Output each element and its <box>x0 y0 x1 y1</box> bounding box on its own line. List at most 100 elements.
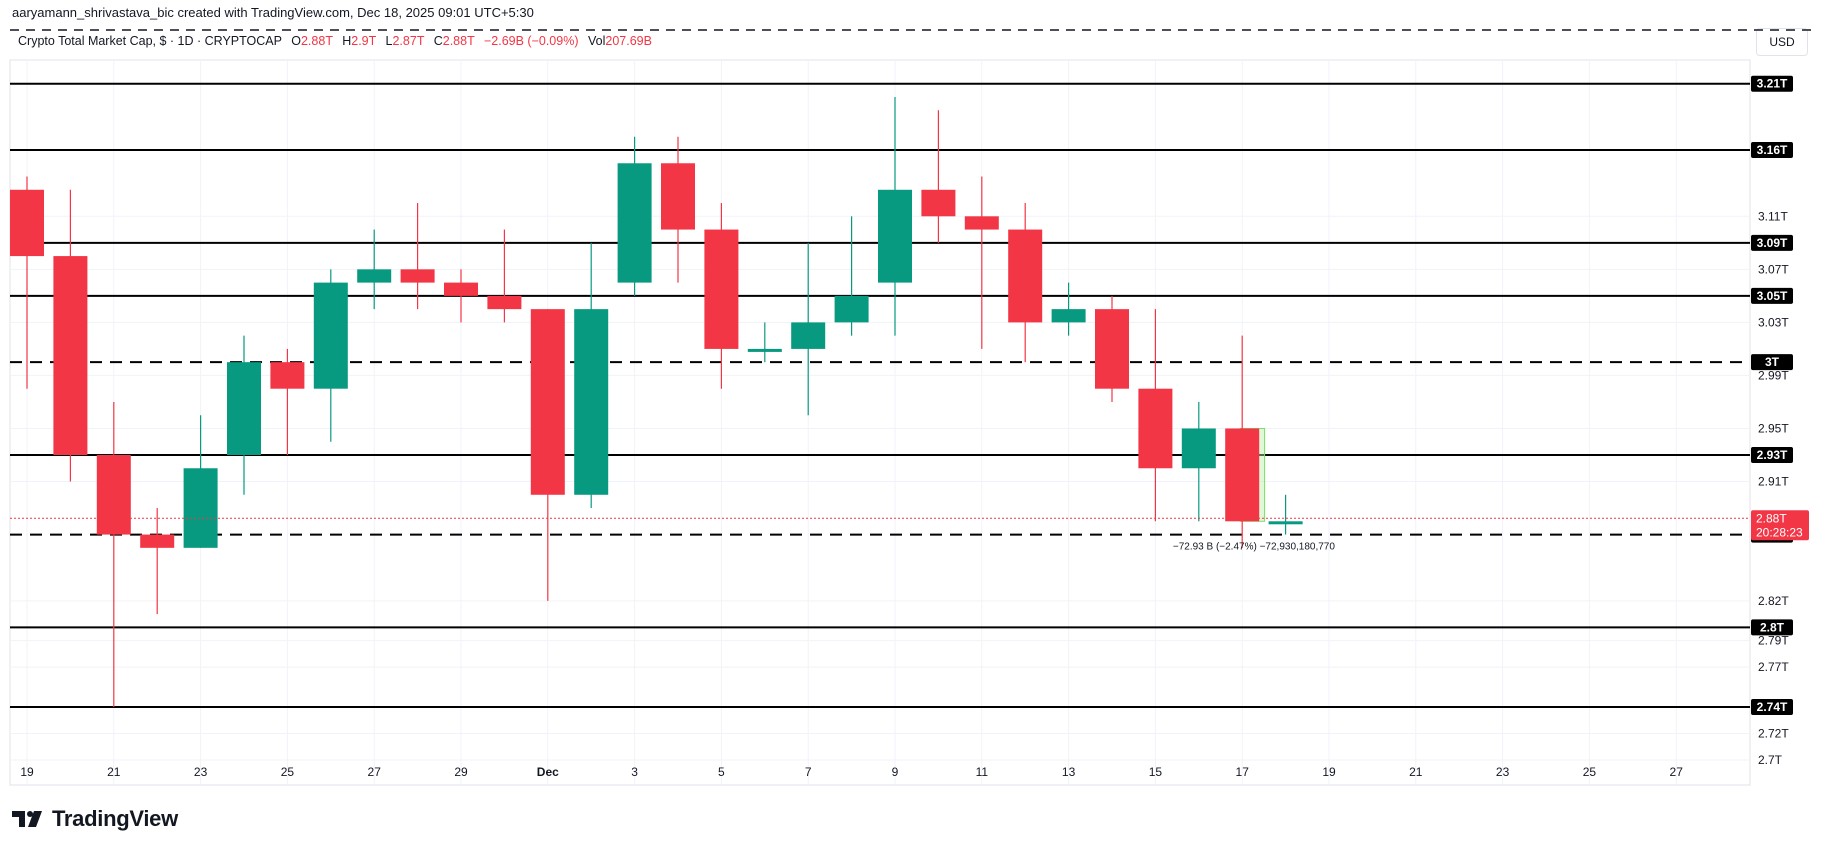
candle-body <box>1268 521 1303 525</box>
x-tick-label: 19 <box>1322 765 1336 779</box>
y-tick-label: 2.79T <box>1758 634 1789 648</box>
y-tick-label: 2.95T <box>1758 421 1789 435</box>
x-tick-label: 21 <box>107 765 121 779</box>
x-tick-label: 27 <box>368 765 382 779</box>
currency-button[interactable]: USD <box>1756 28 1808 56</box>
candle-body <box>400 269 435 283</box>
x-tick-label: 7 <box>805 765 812 779</box>
low-label: L <box>385 34 393 48</box>
candle-body <box>1138 388 1173 469</box>
tradingview-logo-text: TradingView <box>52 806 178 831</box>
candle-body <box>1008 229 1043 323</box>
candle-body <box>183 468 218 548</box>
tradingview-logo[interactable]: TradingView <box>12 806 178 832</box>
x-tick-label: Dec <box>537 765 559 779</box>
y-tick-label: 2.99T <box>1758 368 1789 382</box>
candle-body <box>964 216 999 230</box>
x-tick-label: 19 <box>20 765 34 779</box>
current-price-label: 2.88T <box>1756 511 1787 525</box>
x-tick-label: 3 <box>631 765 638 779</box>
close-value: 2.88T <box>442 34 475 48</box>
high-label: H <box>342 34 352 48</box>
x-tick-label: 21 <box>1409 765 1423 779</box>
y-tick-label: 2.7T <box>1758 753 1783 767</box>
candle-body <box>357 269 392 283</box>
x-tick-label: 23 <box>194 765 208 779</box>
open-value: 2.88T <box>300 34 333 48</box>
candle-body <box>661 163 695 230</box>
candle-body <box>444 282 478 296</box>
x-tick-label: 11 <box>976 765 989 779</box>
volume-value: 207.69B <box>605 34 652 48</box>
plot-frame <box>9 59 1751 786</box>
x-tick-label: 17 <box>1236 765 1250 779</box>
level-price-label: 2.8T <box>1760 620 1785 634</box>
x-tick-label: 29 <box>454 765 468 779</box>
candle-body <box>878 189 912 283</box>
level-price-badge <box>1751 75 1793 92</box>
low-value: 2.87T <box>392 34 425 48</box>
level-price-label: 2.74T <box>1757 700 1788 714</box>
y-tick-label: 3.07T <box>1758 262 1789 276</box>
y-tick-label: 3.11T <box>1758 209 1788 223</box>
high-value: 2.9T <box>351 34 377 48</box>
candle-body <box>140 534 175 548</box>
x-tick-label: 27 <box>1670 765 1684 779</box>
level-price-label: 2.93T <box>1757 448 1788 462</box>
measure-label: −72.93 B (−2.47%) −72,930,180,770 <box>1173 541 1336 552</box>
x-tick-label: 9 <box>892 765 899 779</box>
x-tick-label: 13 <box>1062 765 1076 779</box>
x-tick-label: 25 <box>281 765 295 779</box>
y-tick-label: 2.91T <box>1758 475 1789 489</box>
candle-body <box>834 295 869 323</box>
candle-body <box>704 229 739 349</box>
symbol-title[interactable]: Crypto Total Market Cap, $ · 1D · CRYPTO… <box>18 34 282 48</box>
level-price-badge <box>1751 447 1793 463</box>
candle-body <box>747 348 782 352</box>
candle-body <box>227 362 261 455</box>
volume-label: Vol <box>587 34 606 48</box>
level-price-badge <box>1751 287 1793 304</box>
open-label: O <box>291 34 301 48</box>
chart-credit: aaryamann_shrivastava_bic created with T… <box>12 5 534 20</box>
x-tick-label: 25 <box>1583 765 1597 779</box>
close-label: C <box>433 34 443 48</box>
x-tick-label: 15 <box>1149 765 1163 779</box>
candle-body <box>96 455 131 535</box>
candle-body <box>1225 428 1260 522</box>
y-tick-label: 3.03T <box>1758 315 1789 329</box>
candle-body <box>487 295 522 310</box>
candle-body <box>921 189 956 217</box>
candle-body <box>1051 309 1086 323</box>
level-price-badge <box>1751 354 1793 371</box>
x-tick-label: 23 <box>1496 765 1510 779</box>
candle-body <box>617 163 652 283</box>
level-price-label: 3.05T <box>1757 289 1788 303</box>
current-price-countdown: 20:28:23 <box>1756 525 1803 539</box>
y-tick-label: 2.82T <box>1758 594 1789 608</box>
candle-body <box>1095 309 1129 389</box>
candle-body <box>1181 428 1216 469</box>
candle-body <box>53 256 88 455</box>
candle-body <box>10 189 44 257</box>
level-price-label: 3.16T <box>1757 143 1788 157</box>
x-tick-label: 5 <box>718 765 725 779</box>
change-value: −2.69B (−0.09%) <box>483 34 579 48</box>
candle-body <box>270 362 305 389</box>
candle-body <box>791 322 826 349</box>
y-tick-label: 2.72T <box>1758 726 1789 740</box>
level-price-badge <box>1751 142 1793 158</box>
candle-body <box>313 282 348 389</box>
level-price-badge <box>1751 619 1793 636</box>
level-price-label: 3.09T <box>1757 236 1788 250</box>
y-tick-label: 2.77T <box>1758 660 1789 674</box>
candle-body <box>574 309 609 495</box>
level-price-badge <box>1751 234 1793 251</box>
tradingview-logo-icon <box>12 811 42 827</box>
candle-body <box>530 309 565 495</box>
current-price-badge <box>1751 510 1809 541</box>
level-price-label: 3T <box>1765 355 1780 369</box>
symbol-legend: Crypto Total Market Cap, $ · 1D · CRYPTO… <box>18 34 652 48</box>
level-price-label: 3.21T <box>1757 77 1788 91</box>
